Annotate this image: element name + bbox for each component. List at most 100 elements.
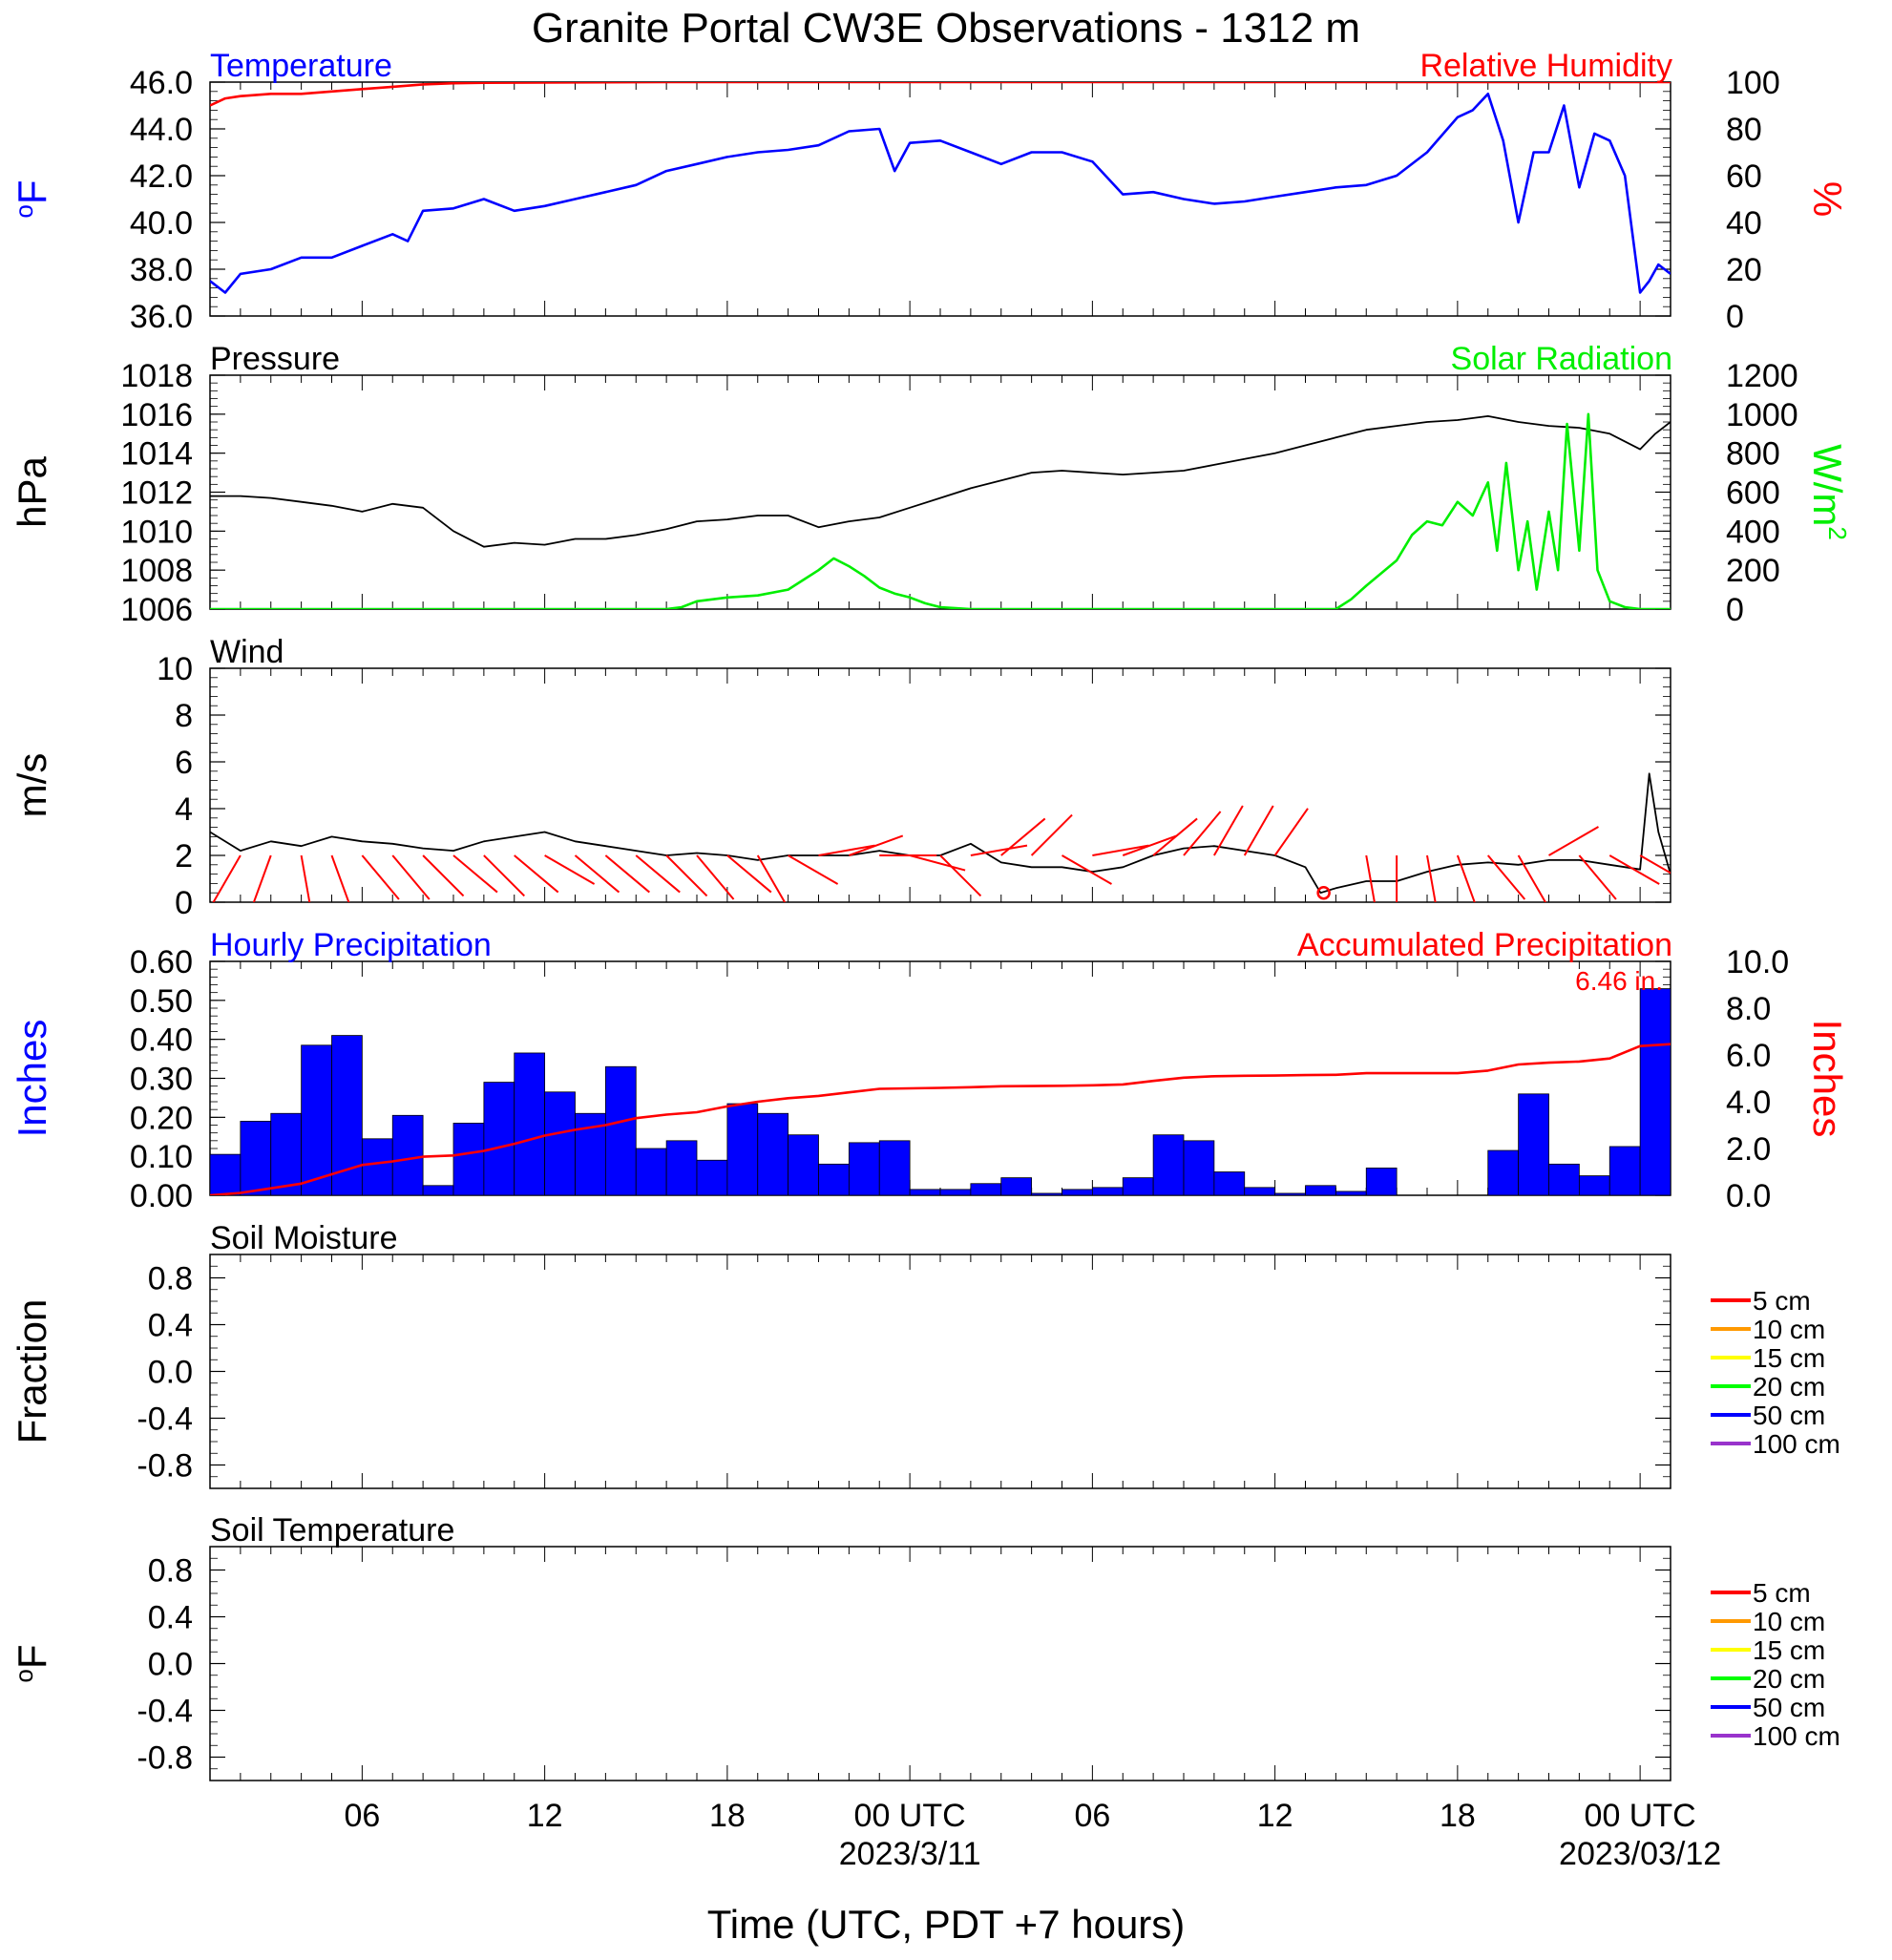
precip-bar xyxy=(818,1163,850,1195)
panel-title-left: Pressure xyxy=(210,341,340,377)
y-axis-label-left: m/s xyxy=(10,753,54,818)
wind-barb xyxy=(1062,854,1112,885)
y-tick-label-left: -0.4 xyxy=(137,1694,193,1730)
y-axis-label-left: Fraction xyxy=(10,1299,54,1444)
unit-exponent: 2 xyxy=(1823,526,1852,539)
panel-wind: 0 2 4 6 8 10 Wind m/s xyxy=(10,634,1671,921)
wind-barb xyxy=(1548,826,1599,856)
precip-bar xyxy=(1578,1175,1610,1195)
wind-barb xyxy=(1092,844,1149,856)
precip-bar xyxy=(970,1183,1002,1195)
precip-bar xyxy=(1335,1191,1367,1195)
wind-barb xyxy=(452,854,498,894)
wind-barb xyxy=(252,854,272,902)
y-tick-label-left: 1018 xyxy=(120,358,193,394)
degree-sign: o xyxy=(10,204,38,218)
wind-barb xyxy=(483,854,526,897)
legend-label: 10 cm xyxy=(1753,1607,1825,1636)
wind-barb xyxy=(212,854,242,902)
y-axis-label-left: Inches xyxy=(10,1020,54,1138)
series-solar-radiation xyxy=(210,412,1671,609)
wind-barb xyxy=(939,854,982,897)
x-tick-label: 00 UTC xyxy=(854,1798,966,1834)
y-tick-label-left: 0.60 xyxy=(130,944,193,980)
x-axis-label: Time (UTC, PDT +7 hours) xyxy=(707,1902,1186,1947)
y-tick-label-left: 4 xyxy=(175,791,193,828)
unit-base: W/m xyxy=(1805,444,1850,526)
y-tick-label-left: -0.4 xyxy=(137,1402,193,1438)
precip-bar xyxy=(422,1185,454,1195)
precip-bar xyxy=(1000,1177,1033,1195)
precip-bar xyxy=(1091,1187,1124,1195)
y-tick-label-left: 44.0 xyxy=(130,112,193,148)
wind-barb xyxy=(514,854,559,894)
x-tick-label: 12 xyxy=(1257,1798,1293,1834)
wind-barb xyxy=(1486,854,1526,900)
panel-title-left: Soil Temperature xyxy=(210,1512,454,1549)
x-tick-label: 18 xyxy=(709,1798,746,1834)
precip-bar xyxy=(240,1121,272,1195)
panel-frame xyxy=(209,1254,1671,1489)
wind-barb xyxy=(422,854,465,897)
wind-barb xyxy=(1183,811,1222,856)
y-tick-label-left: 0.30 xyxy=(130,1062,193,1098)
y-tick-label-left: 8 xyxy=(175,698,193,734)
y-tick-label-left: 0.4 xyxy=(148,1600,193,1636)
precip-bar xyxy=(483,1082,515,1195)
y-tick-label-left: 40.0 xyxy=(130,205,193,242)
precip-bar xyxy=(1305,1185,1336,1195)
panel-temperature-humidity: 36.0 38.0 40.0 42.0 44.0 46.0 0 20 40 60 80 100 Temp… xyxy=(10,48,1850,335)
wind-barb xyxy=(818,844,875,856)
y-tick-label-left: 0.10 xyxy=(130,1139,193,1175)
precip-bar xyxy=(1608,1146,1641,1195)
y-tick-label-right: 0 xyxy=(1726,299,1744,335)
precip-bar xyxy=(1183,1140,1215,1195)
series-accumulated-precipitation xyxy=(210,1043,1671,1195)
y-tick-label-left: 0 xyxy=(175,885,193,921)
degree-sign: o xyxy=(10,1669,38,1682)
panel-title-right: Solar Radiation xyxy=(1451,341,1672,377)
y-tick-label-left: 0.50 xyxy=(130,983,193,1020)
series-pressure xyxy=(210,414,1671,548)
precip-bar xyxy=(1122,1177,1154,1195)
wind-barb xyxy=(696,854,735,900)
panel-frame xyxy=(209,81,1671,317)
wind-barb xyxy=(970,844,1028,856)
precip-bar xyxy=(1152,1134,1185,1195)
panel-frame xyxy=(209,667,1671,903)
x-tick-label: 00 UTC xyxy=(1585,1798,1696,1834)
y-tick-label-left: 0.4 xyxy=(148,1308,193,1344)
wind-barb xyxy=(1517,854,1547,902)
y-tick-label-left: 0.40 xyxy=(130,1022,193,1059)
panel-frame xyxy=(209,960,1671,1196)
wind-barb xyxy=(909,854,966,872)
y-tick-label-left: 36.0 xyxy=(130,299,193,335)
y-tick-label-left: 0.0 xyxy=(148,1647,193,1683)
x-tick-label: 06 xyxy=(1074,1798,1110,1834)
y-tick-label-left: 2 xyxy=(175,838,193,875)
y-tick-label-right: 1200 xyxy=(1726,358,1798,394)
wind-barb xyxy=(1426,854,1437,902)
precip-bar xyxy=(514,1052,546,1195)
wind-barb xyxy=(1456,854,1476,902)
calm-wind-marker xyxy=(1316,885,1331,900)
panel-title-left: Soil Moisture xyxy=(210,1220,398,1256)
plot-area xyxy=(210,988,1671,1195)
unit-letter: F xyxy=(10,1644,54,1669)
y-tick-label-right: 600 xyxy=(1726,475,1780,512)
wind-barb xyxy=(849,834,904,856)
wind-barb xyxy=(1152,817,1198,856)
wind-barb xyxy=(544,854,596,885)
precip-bar xyxy=(757,1112,789,1195)
precip-bar xyxy=(788,1134,819,1195)
legend-label: 20 cm xyxy=(1753,1372,1825,1402)
precip-bar xyxy=(1213,1171,1246,1195)
precip-bar xyxy=(1274,1192,1306,1195)
precip-bar xyxy=(1548,1163,1580,1195)
panels: 36.038.040.042.044.046.0020406080100Temp… xyxy=(10,48,1852,1781)
wind-barb xyxy=(361,854,400,900)
precip-bar xyxy=(939,1189,972,1195)
wind-barb xyxy=(788,854,839,885)
wind-barb xyxy=(1608,854,1660,885)
